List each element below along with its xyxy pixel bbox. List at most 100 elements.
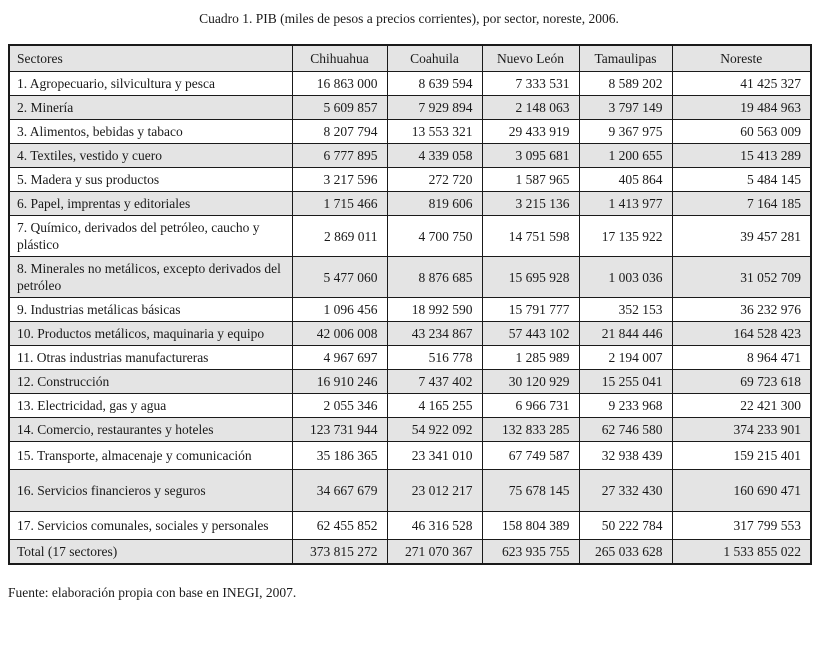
- value-tamaulipas: 405 864: [578, 167, 673, 192]
- value-nuevo-leon: 2 148 063: [481, 95, 580, 120]
- value-tamaulipas: 27 332 430: [578, 469, 673, 512]
- value-tamaulipas: 1 413 977: [578, 191, 673, 216]
- value-tamaulipas: 21 844 446: [578, 321, 673, 346]
- value-noreste: 60 563 009: [671, 119, 812, 144]
- table-row: 10. Productos metálicos, maquinaria y eq…: [8, 321, 812, 346]
- table-header: Sectores Chihuahua Coahuila Nuevo León T…: [8, 44, 812, 72]
- value-nuevo-leon: 30 120 929: [481, 369, 580, 394]
- value-noreste: 164 528 423: [671, 321, 812, 346]
- value-coahuila: 23 012 217: [386, 469, 483, 512]
- value-coahuila: 43 234 867: [386, 321, 483, 346]
- value-chihuahua: 373 815 272: [291, 539, 388, 565]
- value-chihuahua: 3 217 596: [291, 167, 388, 192]
- value-noreste: 69 723 618: [671, 369, 812, 394]
- total-row: Total (17 sectores) 373 815 272 271 070 …: [8, 539, 812, 565]
- value-noreste: 317 799 553: [671, 511, 812, 540]
- value-chihuahua: 5 477 060: [291, 256, 388, 298]
- value-noreste: 160 690 471: [671, 469, 812, 512]
- value-chihuahua: 5 609 857: [291, 95, 388, 120]
- value-tamaulipas: 50 222 784: [578, 511, 673, 540]
- value-noreste: 31 052 709: [671, 256, 812, 298]
- value-nuevo-leon: 14 751 598: [481, 215, 580, 257]
- value-chihuahua: 16 863 000: [291, 71, 388, 96]
- value-coahuila: 7 929 894: [386, 95, 483, 120]
- column-header-sectores: Sectores: [8, 44, 293, 72]
- sector-label: 14. Comercio, restaurantes y hoteles: [8, 417, 293, 442]
- sector-label: 1. Agropecuario, silvicultura y pesca: [8, 71, 293, 96]
- value-coahuila: 4 700 750: [386, 215, 483, 257]
- value-coahuila: 18 992 590: [386, 297, 483, 322]
- table-row: 16. Servicios financieros y seguros 34 6…: [8, 469, 812, 512]
- value-tamaulipas: 1 003 036: [578, 256, 673, 298]
- value-coahuila: 516 778: [386, 345, 483, 370]
- value-noreste: 15 413 289: [671, 143, 812, 168]
- value-chihuahua: 1 715 466: [291, 191, 388, 216]
- table-row: 1. Agropecuario, silvicultura y pesca 16…: [8, 71, 812, 96]
- value-coahuila: 819 606: [386, 191, 483, 216]
- value-tamaulipas: 265 033 628: [578, 539, 673, 565]
- sector-label: 2. Minería: [8, 95, 293, 120]
- sector-label: 10. Productos metálicos, maquinaria y eq…: [8, 321, 293, 346]
- value-coahuila: 8 876 685: [386, 256, 483, 298]
- value-chihuahua: 4 967 697: [291, 345, 388, 370]
- value-coahuila: 7 437 402: [386, 369, 483, 394]
- value-noreste: 39 457 281: [671, 215, 812, 257]
- value-tamaulipas: 3 797 149: [578, 95, 673, 120]
- table-row: 6. Papel, imprentas y editoriales 1 715 …: [8, 191, 812, 216]
- table-row: 11. Otras industrias manufactureras 4 96…: [8, 345, 812, 370]
- sector-label: 11. Otras industrias manufactureras: [8, 345, 293, 370]
- value-nuevo-leon: 67 749 587: [481, 441, 580, 470]
- source-note: Fuente: elaboración propia con base en I…: [8, 585, 297, 600]
- value-coahuila: 13 553 321: [386, 119, 483, 144]
- value-chihuahua: 2 869 011: [291, 215, 388, 257]
- value-nuevo-leon: 6 966 731: [481, 393, 580, 418]
- sector-label: 8. Minerales no metálicos, excepto deriv…: [8, 256, 293, 298]
- value-nuevo-leon: 132 833 285: [481, 417, 580, 442]
- value-noreste: 374 233 901: [671, 417, 812, 442]
- value-tamaulipas: 352 153: [578, 297, 673, 322]
- table-title: Cuadro 1. PIB (miles de pesos a precios …: [199, 11, 619, 26]
- sector-label: 17. Servicios comunales, sociales y pers…: [8, 511, 293, 540]
- value-tamaulipas: 8 589 202: [578, 71, 673, 96]
- value-tamaulipas: 32 938 439: [578, 441, 673, 470]
- value-coahuila: 54 922 092: [386, 417, 483, 442]
- value-noreste: 159 215 401: [671, 441, 812, 470]
- table-row: 2. Minería 5 609 857 7 929 894 2 148 063…: [8, 95, 812, 120]
- column-header-chihuahua: Chihuahua: [291, 44, 388, 72]
- value-noreste: 19 484 963: [671, 95, 812, 120]
- table-row: 5. Madera y sus productos 3 217 596 272 …: [8, 167, 812, 192]
- sector-label: 6. Papel, imprentas y editoriales: [8, 191, 293, 216]
- value-noreste: 41 425 327: [671, 71, 812, 96]
- sector-label: 12. Construcción: [8, 369, 293, 394]
- value-nuevo-leon: 1 587 965: [481, 167, 580, 192]
- value-nuevo-leon: 1 285 989: [481, 345, 580, 370]
- value-coahuila: 271 070 367: [386, 539, 483, 565]
- value-nuevo-leon: 623 935 755: [481, 539, 580, 565]
- value-tamaulipas: 1 200 655: [578, 143, 673, 168]
- value-coahuila: 23 341 010: [386, 441, 483, 470]
- value-nuevo-leon: 15 791 777: [481, 297, 580, 322]
- value-tamaulipas: 9 233 968: [578, 393, 673, 418]
- table-row: 14. Comercio, restaurantes y hoteles 123…: [8, 417, 812, 442]
- value-chihuahua: 8 207 794: [291, 119, 388, 144]
- value-coahuila: 4 165 255: [386, 393, 483, 418]
- value-noreste: 22 421 300: [671, 393, 812, 418]
- column-header-noreste: Noreste: [671, 44, 812, 72]
- value-chihuahua: 34 667 679: [291, 469, 388, 512]
- table-row: 13. Electricidad, gas y agua 2 055 346 4…: [8, 393, 812, 418]
- header-row: Sectores Chihuahua Coahuila Nuevo León T…: [8, 44, 812, 72]
- value-tamaulipas: 17 135 922: [578, 215, 673, 257]
- sector-label: 13. Electricidad, gas y agua: [8, 393, 293, 418]
- column-header-nuevo-leon: Nuevo León: [481, 44, 580, 72]
- value-chihuahua: 62 455 852: [291, 511, 388, 540]
- pib-table: Sectores Chihuahua Coahuila Nuevo León T…: [8, 44, 812, 565]
- value-nuevo-leon: 15 695 928: [481, 256, 580, 298]
- value-nuevo-leon: 29 433 919: [481, 119, 580, 144]
- value-tamaulipas: 15 255 041: [578, 369, 673, 394]
- sector-label: 5. Madera y sus productos: [8, 167, 293, 192]
- table-row: 9. Industrias metálicas básicas 1 096 45…: [8, 297, 812, 322]
- value-coahuila: 4 339 058: [386, 143, 483, 168]
- table-body: 1. Agropecuario, silvicultura y pesca 16…: [8, 71, 812, 565]
- sector-label: 7. Químico, derivados del petróleo, cauc…: [8, 215, 293, 257]
